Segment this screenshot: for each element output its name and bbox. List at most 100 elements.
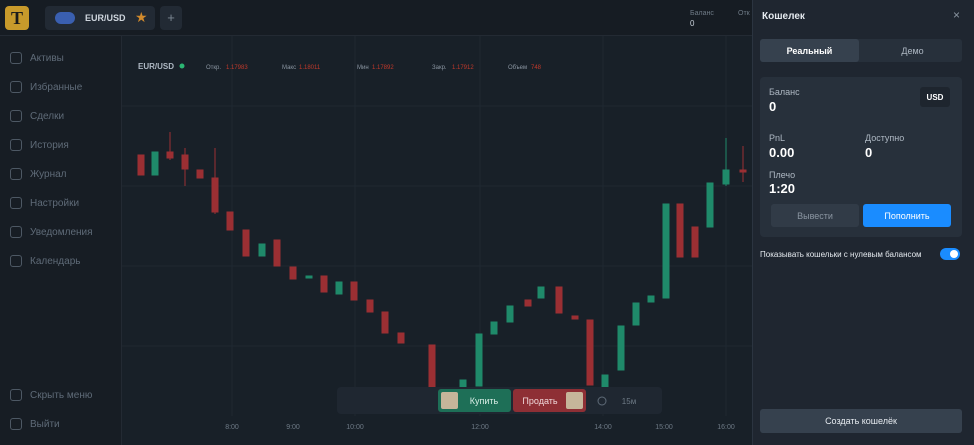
chart-symbol: EUR/USD [138, 62, 174, 71]
cut-label: Отк [738, 10, 750, 17]
pnl-label: PnL [769, 133, 786, 143]
menu-label: История [30, 139, 69, 151]
buy-label: Купить [470, 396, 499, 406]
icon [10, 110, 22, 122]
candle [397, 332, 405, 344]
menu-item[interactable]: Уведомления [10, 226, 93, 238]
stat-value: 1.17912 [452, 65, 474, 71]
withdraw-button[interactable]: Вывести [771, 204, 859, 227]
menu-item[interactable]: Календарь [10, 255, 80, 267]
time-label: 9:00 [286, 424, 300, 431]
candle [305, 275, 313, 279]
leverage-value: 1:20 [769, 181, 796, 196]
balance-value: 0 [690, 19, 695, 28]
time-label: 14:00 [594, 424, 612, 431]
zero-toggle[interactable] [940, 248, 960, 260]
candle [506, 305, 514, 323]
candle [350, 281, 358, 301]
bull-candles [151, 138, 730, 389]
live-dot [179, 63, 185, 69]
icon [10, 418, 22, 430]
menu-label: Календарь [30, 255, 81, 267]
toggle-knob [950, 250, 958, 258]
stat-value: 1.17892 [372, 65, 394, 71]
sell-label: Продать [522, 396, 557, 406]
candle [706, 182, 714, 228]
icon [10, 226, 22, 238]
menu-item[interactable]: Избранные [10, 81, 82, 93]
candle [691, 226, 699, 258]
menu-item[interactable]: Активы [10, 52, 64, 64]
available-label: Доступно [865, 133, 905, 143]
close-button[interactable]: × [953, 8, 961, 22]
stat-label: Макс [282, 65, 296, 71]
buy-icon [441, 392, 458, 409]
balance-value: 0 [769, 99, 777, 114]
menu-label: Сделки [30, 110, 65, 122]
menu-item[interactable]: Настройки [10, 197, 79, 209]
candle [632, 302, 640, 326]
candle [524, 299, 532, 307]
wallet-panel: Кошелек × Реальный Демо Баланс 0 USD PnL… [752, 0, 974, 445]
symbol: EUR/USD [85, 13, 126, 23]
add-tab[interactable]: + [160, 6, 182, 30]
menu-label: Журнал [30, 168, 67, 180]
stat-value: 748 [531, 65, 542, 71]
stat-label: Закр. [432, 65, 447, 71]
candle [320, 275, 328, 293]
icon [10, 52, 22, 64]
candle [196, 169, 204, 179]
available-value: 0 [865, 145, 873, 160]
icon [10, 389, 22, 401]
balance-label: Баланс [769, 87, 800, 97]
panel-title: Кошелек [762, 11, 805, 22]
menu-item[interactable]: Скрыть меню [10, 389, 92, 401]
candle [537, 286, 545, 299]
stat-value: 1.17983 [226, 65, 248, 71]
timeframe[interactable]: 15м [622, 397, 636, 406]
stat-value: 1.18011 [299, 65, 321, 71]
create-wallet-button[interactable]: Создать кошелёк [760, 409, 962, 433]
menu-item[interactable]: История [10, 139, 69, 151]
tab-switch: Реальный Демо [760, 39, 962, 62]
time-label: 10:00 [346, 424, 364, 431]
toolbar: Купить Продать 15м [337, 387, 662, 414]
candle [571, 315, 579, 320]
zero-toggle-label: Показывать кошельки с нулевым балансом [760, 250, 922, 259]
logo[interactable]: T [5, 6, 29, 30]
leverage-label: Плечо [769, 170, 796, 180]
menu-item[interactable]: Выйти [10, 418, 60, 430]
menu-label: Избранные [30, 81, 83, 93]
candle [335, 281, 343, 295]
menu-item[interactable]: Журнал [10, 168, 67, 180]
candle [662, 203, 670, 299]
time-label: 8:00 [225, 424, 239, 431]
flag [55, 12, 75, 24]
menu-label: Выйти [30, 418, 60, 430]
candle [601, 374, 609, 389]
candle [475, 333, 483, 387]
candle [242, 229, 250, 257]
stat-label: Откр. [206, 65, 221, 71]
symbol-tab[interactable]: EUR/USD ★ [45, 6, 155, 30]
candle [647, 295, 655, 303]
currency: USD [920, 87, 950, 107]
deposit-button[interactable]: Пополнить [863, 204, 951, 227]
sidebar: Активы Избранные Сделки История Журнал Н… [0, 36, 122, 445]
time-label: 16:00 [717, 424, 735, 431]
candle [586, 319, 594, 386]
candle [428, 344, 436, 391]
tab-real[interactable]: Реальный [760, 39, 859, 62]
sell-icon [566, 392, 583, 409]
time-label: 12:00 [471, 424, 489, 431]
menu-item[interactable]: Сделки [10, 110, 64, 122]
candle [289, 266, 297, 280]
tab-demo[interactable]: Демо [901, 45, 924, 56]
stat-label: Объем [508, 65, 527, 71]
settings-icon[interactable] [597, 396, 607, 406]
menu-label: Скрыть меню [30, 389, 93, 401]
star[interactable]: ★ [135, 9, 148, 25]
chart-bg [122, 36, 752, 445]
grid [122, 36, 752, 416]
